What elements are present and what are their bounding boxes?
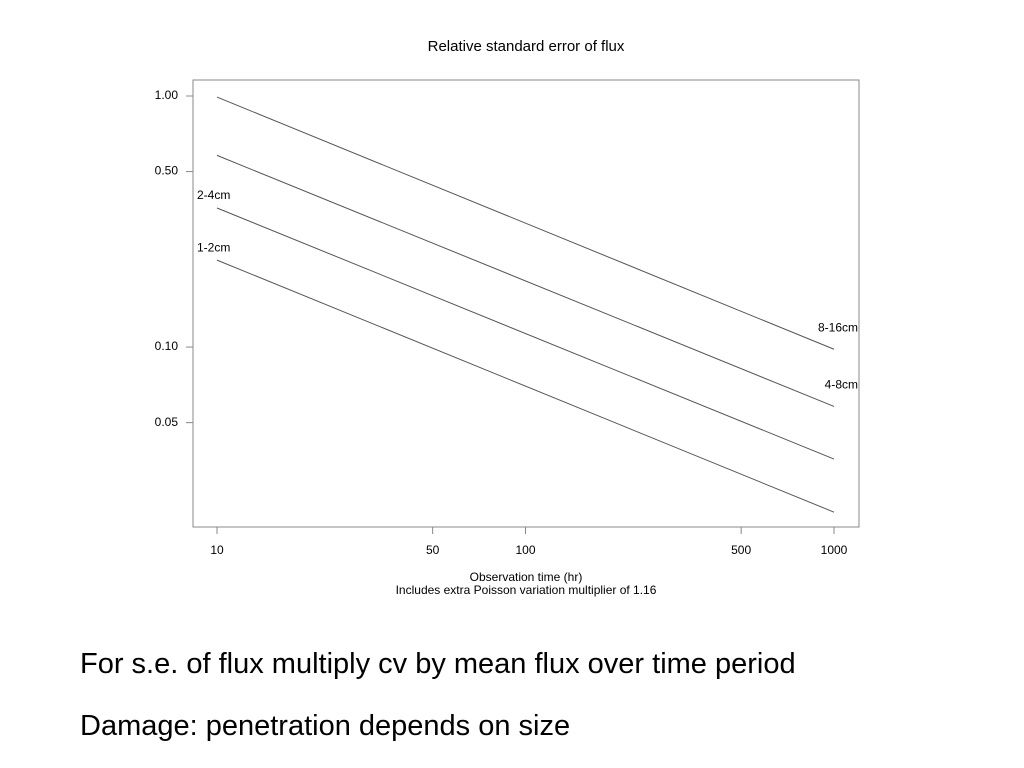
chart-title: Relative standard error of flux [428,38,625,55]
note: For s.e. of flux multiply cv by mean flu… [80,648,796,680]
series-label: 8-16cm [818,320,858,334]
x-tick-label: 10 [210,543,224,557]
x-tick-label: 100 [515,543,535,557]
series-line [216,154,835,407]
series-label: 4-8cm [825,378,858,392]
note: Damage: penetration depends on size [80,710,571,742]
x-tick-label: 500 [731,543,751,557]
y-tick-label: 0.05 [155,415,179,429]
y-tick-label: 1.00 [155,88,179,102]
chart: Relative standard error of flux Observat… [155,38,860,597]
series-line [216,207,835,460]
series-label: 2-4cm [197,188,230,202]
subtitle: Includes extra Poisson variation multipl… [396,583,657,597]
x-axis-label: Observation time (hr) [470,570,583,584]
plot-frame [192,79,860,528]
series-label: 1-2cm [197,240,230,254]
series-line [216,259,835,513]
y-tick-label: 0.50 [155,164,179,178]
x-tick-label: 50 [426,543,440,557]
series-line [216,96,835,350]
y-tick-label: 0.10 [155,339,179,353]
x-tick-label: 1000 [821,543,848,557]
